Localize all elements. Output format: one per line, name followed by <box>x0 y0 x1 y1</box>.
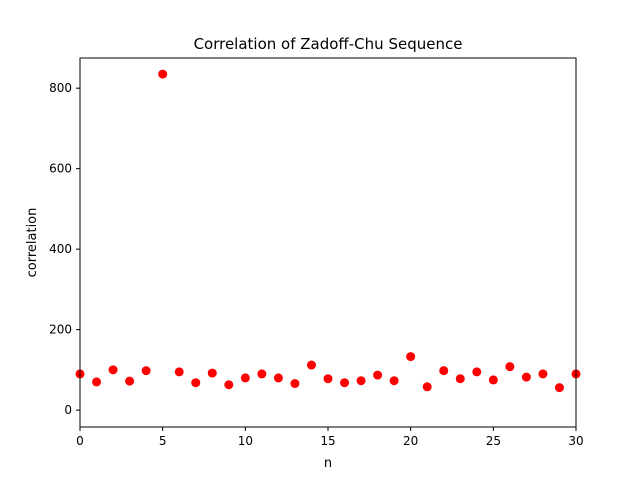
data-point <box>108 365 118 375</box>
x-tick-label: 15 <box>320 434 335 448</box>
data-point <box>356 376 366 386</box>
y-tick-label: 0 <box>64 403 72 417</box>
data-point <box>125 376 135 386</box>
data-point <box>141 366 151 376</box>
data-point <box>389 376 399 386</box>
data-point <box>240 373 250 383</box>
data-point <box>505 362 515 372</box>
data-point <box>323 374 333 384</box>
data-point <box>538 369 548 379</box>
x-tick-label: 10 <box>238 434 253 448</box>
data-point <box>158 69 168 79</box>
data-point <box>92 377 102 387</box>
chart-title: Correlation of Zadoff-Chu Sequence <box>194 35 463 53</box>
data-point <box>406 352 416 362</box>
x-tick-label: 25 <box>486 434 501 448</box>
data-point <box>439 366 449 376</box>
data-point <box>422 382 432 392</box>
data-point <box>257 369 267 379</box>
y-axis-label: correlation <box>25 208 40 278</box>
data-point <box>373 370 383 380</box>
data-point <box>207 368 217 378</box>
data-point <box>455 374 465 384</box>
y-tick-label: 600 <box>49 162 72 176</box>
y-tick-label: 800 <box>49 81 72 95</box>
y-tick-label: 200 <box>49 323 72 337</box>
x-axis-label: n <box>324 456 332 471</box>
x-tick-label: 0 <box>76 434 84 448</box>
plot-frame <box>79 57 577 428</box>
data-point <box>224 380 234 390</box>
axis-ticks: 0 5 10 15 20 25 30 0 200 400 600 800 <box>49 81 584 448</box>
data-point <box>340 378 350 388</box>
data-point <box>290 379 300 389</box>
y-tick-label: 400 <box>49 242 72 256</box>
x-tick-label: 20 <box>403 434 418 448</box>
data-points <box>75 69 581 393</box>
data-point <box>191 378 201 388</box>
x-tick-label: 5 <box>159 434 167 448</box>
x-tick-label: 30 <box>568 434 583 448</box>
data-point <box>472 367 482 377</box>
data-point <box>488 375 498 385</box>
data-point <box>174 367 184 377</box>
data-point <box>554 383 564 393</box>
data-point <box>306 360 316 370</box>
data-point <box>273 373 283 383</box>
data-point <box>521 372 531 382</box>
